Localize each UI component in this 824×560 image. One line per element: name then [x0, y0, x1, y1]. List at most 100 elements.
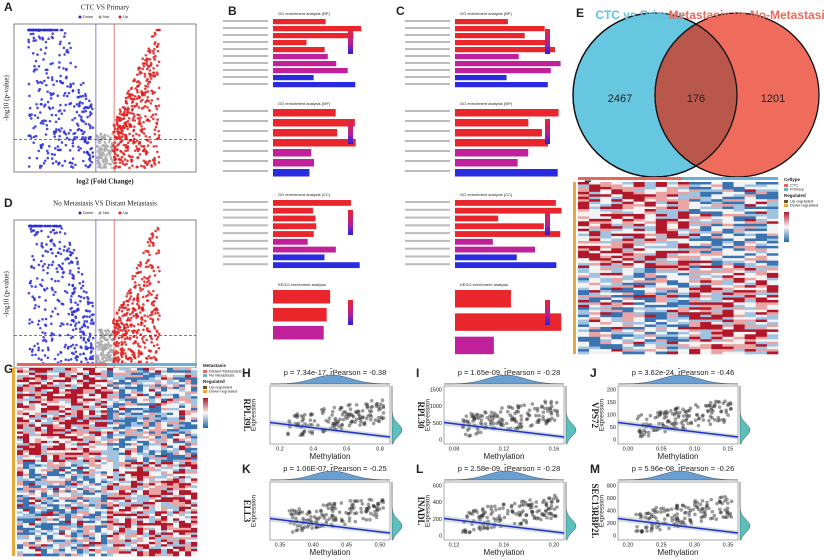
cell — [125, 403, 132, 406]
point — [153, 132, 157, 136]
cell — [161, 379, 168, 383]
point — [79, 353, 82, 356]
cell — [589, 228, 601, 232]
point — [114, 161, 117, 165]
cell — [35, 396, 42, 399]
cell — [173, 480, 180, 484]
point — [152, 269, 156, 273]
cell — [23, 407, 30, 411]
cell — [700, 322, 712, 325]
cell — [678, 272, 690, 276]
cell — [689, 297, 701, 301]
cell — [125, 497, 132, 500]
cell — [155, 386, 162, 390]
point — [120, 117, 124, 121]
point — [126, 96, 130, 99]
cell — [611, 272, 623, 276]
cell — [755, 186, 768, 190]
point — [67, 91, 71, 95]
point — [148, 57, 152, 61]
cell — [95, 492, 102, 496]
cell — [89, 384, 96, 388]
point — [40, 259, 43, 263]
cell — [179, 478, 186, 482]
cell — [113, 429, 120, 432]
cell — [578, 322, 590, 325]
cell — [59, 445, 66, 449]
point — [44, 46, 48, 49]
point — [142, 120, 145, 124]
cell — [35, 469, 42, 472]
cell — [131, 487, 138, 491]
cell — [611, 236, 623, 239]
cell — [23, 415, 30, 418]
cell — [41, 412, 48, 416]
cell — [131, 447, 138, 451]
cell — [83, 473, 90, 477]
cell — [35, 419, 42, 423]
cell — [29, 389, 36, 392]
point — [74, 65, 77, 69]
point — [147, 47, 151, 50]
point — [71, 157, 75, 160]
point — [29, 32, 33, 36]
group-bar — [107, 363, 197, 366]
cell — [137, 389, 144, 392]
point — [37, 149, 41, 153]
point — [71, 144, 75, 148]
cell — [119, 476, 126, 479]
cell — [678, 211, 690, 215]
point — [139, 260, 142, 264]
cell — [173, 429, 180, 432]
cell — [89, 436, 96, 439]
point — [37, 64, 41, 68]
cell — [644, 250, 657, 254]
point — [133, 125, 136, 128]
cell — [678, 206, 690, 210]
cell — [161, 433, 168, 437]
point — [152, 304, 156, 307]
cell — [633, 312, 645, 315]
cell — [107, 403, 114, 406]
point — [140, 93, 144, 97]
cell — [633, 349, 645, 352]
point — [137, 106, 141, 109]
point — [69, 253, 72, 257]
cell — [119, 440, 126, 444]
cell — [191, 447, 198, 451]
cell — [131, 370, 138, 373]
cell — [23, 499, 30, 503]
bar — [273, 61, 337, 67]
cell — [107, 396, 114, 399]
cell — [65, 436, 72, 439]
cell — [689, 270, 701, 274]
cell — [167, 501, 174, 505]
cell — [107, 377, 114, 381]
bar — [273, 231, 314, 237]
cell — [589, 302, 601, 306]
cell — [678, 228, 690, 232]
point — [41, 254, 45, 258]
cell — [655, 182, 668, 185]
point — [88, 154, 92, 157]
cell — [149, 407, 156, 411]
cell — [700, 250, 712, 254]
cell — [101, 454, 108, 458]
cell — [131, 405, 138, 409]
cell — [107, 400, 114, 404]
cell — [191, 440, 198, 444]
cell — [711, 258, 723, 261]
cell — [644, 194, 657, 198]
point — [100, 334, 104, 338]
point — [138, 140, 142, 144]
cell — [83, 424, 90, 428]
point — [148, 244, 151, 247]
point — [28, 156, 31, 160]
point — [144, 134, 148, 138]
cell — [101, 438, 108, 442]
cell — [711, 204, 723, 207]
cell — [107, 407, 114, 411]
group-bar — [17, 363, 107, 366]
cell — [655, 218, 668, 222]
point — [149, 356, 152, 360]
